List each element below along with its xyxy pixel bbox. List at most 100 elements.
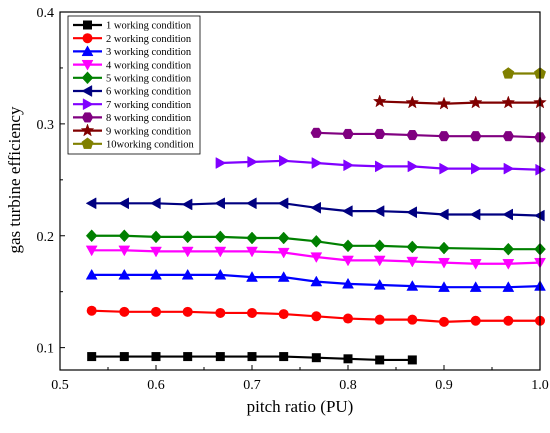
- legend-label: 5 working condition: [106, 74, 192, 85]
- triangle-left-marker: [437, 208, 449, 221]
- hexagon-marker: [469, 131, 482, 142]
- triangle-down-marker: [181, 246, 194, 258]
- triangle-up-marker: [214, 268, 227, 280]
- triangle-down-marker: [277, 247, 290, 259]
- diamond-marker: [342, 239, 354, 253]
- square-marker: [343, 354, 353, 364]
- x-axis-title: pitch ratio (PU): [247, 397, 354, 416]
- triangle-right-marker: [343, 159, 355, 172]
- legend: 1 working condition 2 working condition 3 …: [67, 15, 201, 155]
- triangle-left-marker: [469, 208, 481, 221]
- diamond-marker: [81, 71, 94, 85]
- star-marker: [372, 94, 387, 108]
- triangle-left-marker: [373, 205, 385, 218]
- diamond-marker: [214, 230, 227, 244]
- diamond-marker: [502, 242, 515, 256]
- square-marker: [151, 352, 161, 362]
- legend-entry: 9 working condition: [73, 123, 192, 137]
- triangle-up-marker: [181, 268, 194, 280]
- circle-marker: [151, 306, 161, 317]
- triangle-down-marker: [373, 255, 386, 267]
- diamond-marker: [373, 239, 386, 253]
- triangle-up-marker: [246, 271, 258, 282]
- hexagon-marker: [438, 131, 450, 142]
- triangle-down-marker: [342, 255, 354, 267]
- star-marker: [405, 95, 420, 109]
- legend-entry: 7 working condition: [73, 98, 192, 111]
- triangle-up-marker: [150, 268, 162, 280]
- legend-label: 9 working condition: [106, 126, 192, 137]
- triangle-up-marker: [502, 281, 515, 292]
- triangle-down-marker: [310, 252, 323, 264]
- triangle-left-marker: [245, 197, 257, 210]
- legend-entry: 2 working condition: [73, 33, 192, 45]
- square-marker: [311, 353, 321, 363]
- square-marker: [279, 352, 289, 362]
- legend-label: 8 working condition: [106, 113, 192, 124]
- triangle-left-marker: [310, 201, 321, 214]
- triangle-left-marker: [181, 198, 193, 211]
- triangle-down-marker: [118, 245, 131, 257]
- triangle-left-marker: [277, 197, 289, 210]
- diamond-marker: [277, 231, 290, 245]
- legend-entry: 5 working condition: [73, 71, 192, 85]
- series-4: [85, 245, 546, 270]
- triangle-left-marker: [214, 197, 225, 210]
- circle-marker: [503, 315, 514, 326]
- square-marker: [183, 352, 193, 362]
- triangle-left-marker: [406, 206, 417, 219]
- plot-area: [85, 67, 547, 365]
- series-5: [85, 229, 546, 256]
- y-tick-label: 0.3: [37, 118, 55, 133]
- diamond-marker: [150, 230, 162, 244]
- circle-marker: [374, 314, 385, 325]
- hexagon-marker: [81, 112, 94, 123]
- circle-marker: [215, 307, 226, 318]
- series-1: [87, 352, 417, 365]
- star-marker: [468, 95, 483, 109]
- y-tick-label: 0.1: [37, 342, 55, 357]
- legend-label: 2 working condition: [106, 34, 192, 45]
- circle-marker: [311, 311, 322, 322]
- triangle-right-marker: [471, 162, 482, 175]
- y-axis-title: gas turbine efficiency: [5, 106, 24, 253]
- triangle-up-marker: [438, 281, 450, 292]
- circle-marker: [470, 315, 481, 326]
- pentagon-marker: [81, 137, 94, 149]
- triangle-right-marker: [311, 157, 323, 169]
- triangle-up-marker: [373, 278, 386, 290]
- diamond-marker: [310, 234, 323, 248]
- legend-label: 10working condition: [106, 140, 195, 151]
- axes: 0.5 0.6 0.7 0.8 0.9 1.0 0.1 0.2 0.3 0.4: [37, 6, 549, 393]
- series-2: [86, 305, 545, 327]
- triangle-right-marker: [215, 157, 227, 169]
- x-tick-label: 0.7: [243, 378, 261, 393]
- triangle-left-marker: [118, 197, 129, 210]
- series-7: [215, 154, 547, 176]
- star-marker: [501, 95, 516, 109]
- triangle-right-marker: [247, 155, 259, 168]
- triangle-right-marker: [503, 162, 515, 175]
- square-marker: [407, 355, 417, 365]
- triangle-left-marker: [85, 197, 97, 210]
- triangle-down-marker: [246, 246, 258, 258]
- square-marker: [83, 20, 92, 30]
- square-marker: [119, 352, 129, 362]
- circle-marker: [86, 305, 97, 316]
- circle-marker: [119, 306, 130, 317]
- square-marker: [87, 352, 97, 362]
- pentagon-marker: [502, 67, 515, 79]
- series-3: [85, 268, 546, 292]
- hexagon-marker: [373, 128, 386, 139]
- triangle-down-marker: [85, 245, 98, 257]
- legend-label: 4 working condition: [106, 60, 192, 71]
- triangle-down-marker: [502, 259, 515, 270]
- circle-marker: [278, 309, 289, 320]
- triangle-down-marker: [150, 246, 162, 258]
- triangle-up-marker: [81, 45, 94, 57]
- triangle-down-marker: [214, 246, 227, 258]
- series-10: [502, 67, 547, 79]
- legend-entry: 6 working condition: [73, 85, 192, 98]
- square-marker: [215, 352, 225, 362]
